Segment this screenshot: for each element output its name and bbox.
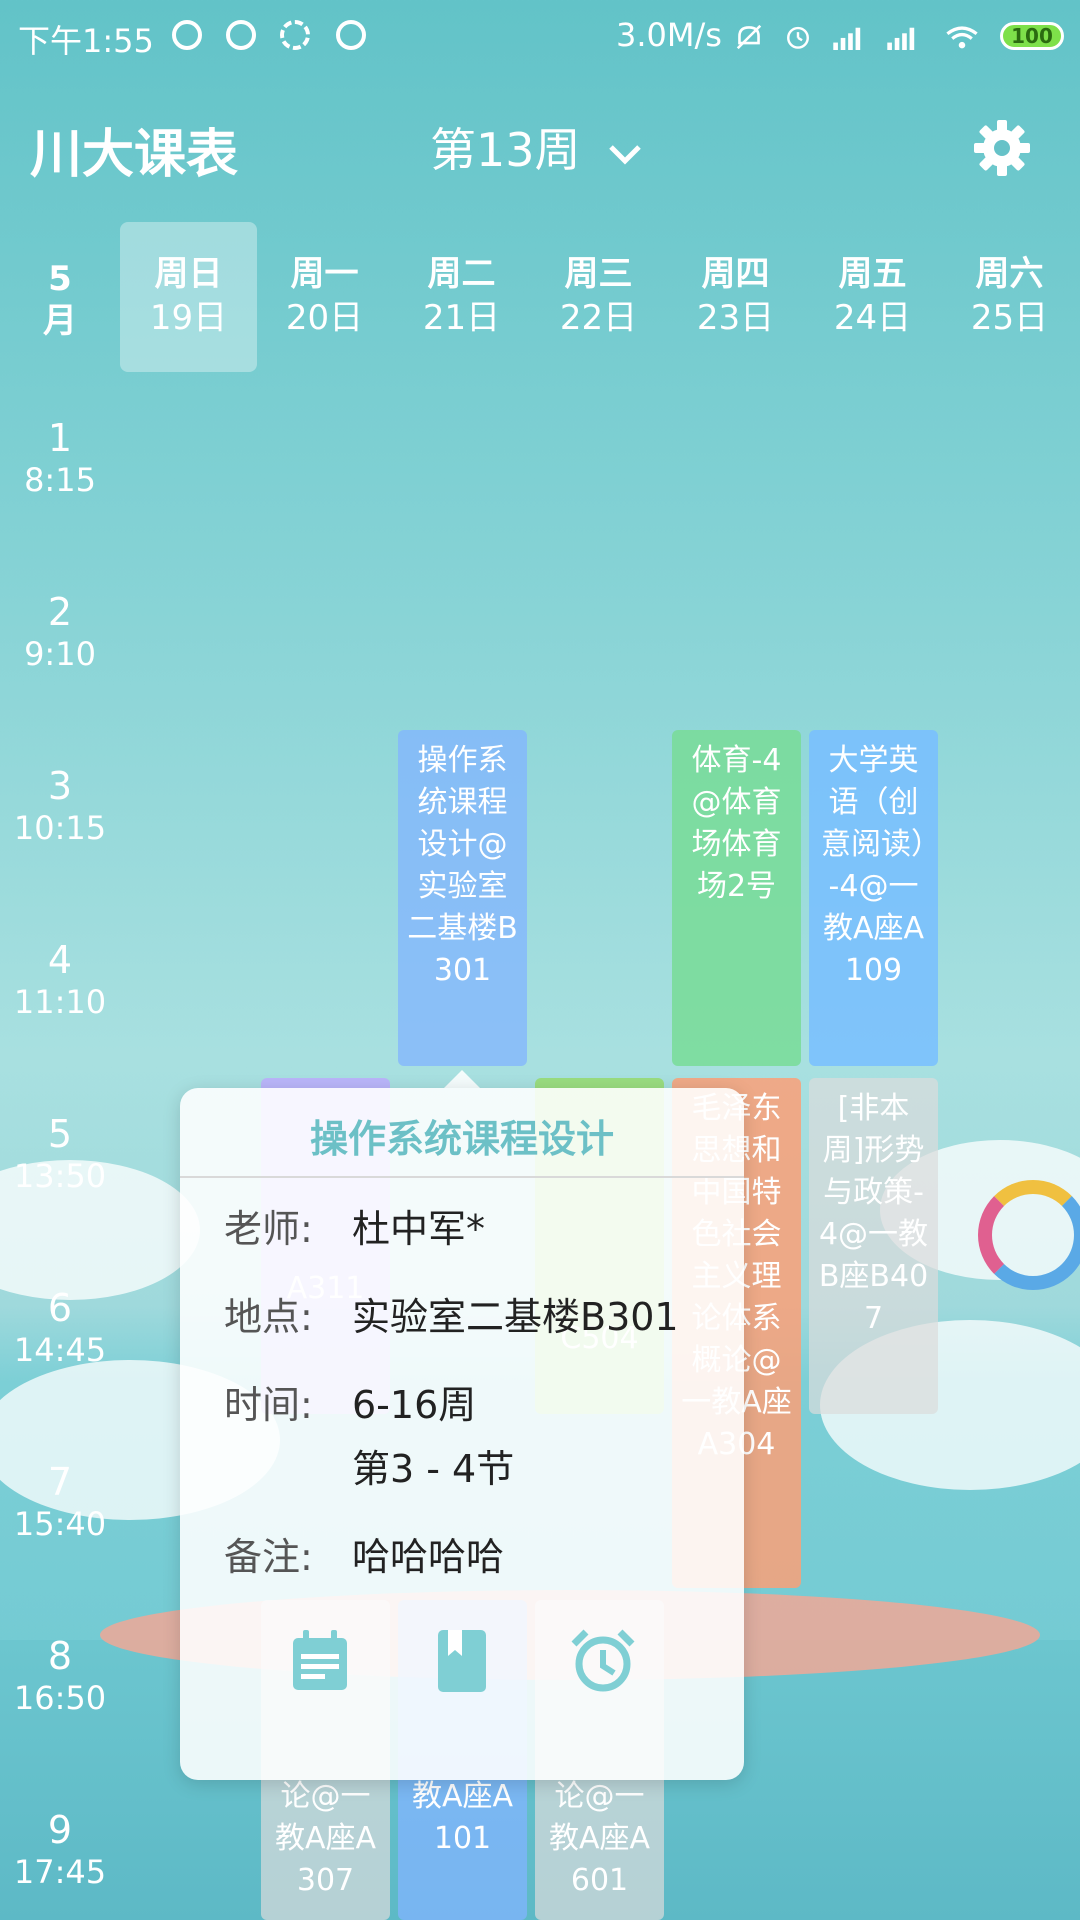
- day-date: 19日: [149, 298, 228, 338]
- period-number: 7: [47, 1460, 73, 1504]
- period-7: 7 15:40: [0, 1460, 120, 1544]
- week-label: 第13周: [430, 123, 581, 177]
- period-1: 1 8:15: [0, 416, 120, 500]
- status-bar: 下午1:55 3.0M/s 100: [0, 0, 1080, 72]
- day-name: 周四: [701, 254, 770, 294]
- period-time: 8:15: [24, 461, 96, 499]
- period-6: 6 14:45: [0, 1286, 120, 1370]
- status-time: 下午1:55: [18, 22, 154, 60]
- period-4: 4 11:10: [0, 938, 120, 1022]
- day-name: 周一: [290, 254, 359, 294]
- period-number: 6: [47, 1286, 73, 1330]
- day-name: 周五: [838, 254, 907, 294]
- notification-icon: [336, 20, 366, 50]
- mute-icon: [736, 24, 762, 50]
- day-name: 周三: [564, 254, 633, 294]
- signal-icon: [833, 27, 861, 50]
- week-selector[interactable]: 第13周: [430, 114, 645, 180]
- teacher-label: 老师:: [224, 1207, 313, 1251]
- time-row: 时间: 6-16周: [224, 1374, 476, 1429]
- network-speed: 3.0M/s: [616, 16, 722, 54]
- period-time: 17:45: [13, 1853, 107, 1891]
- alarm-icon[interactable]: [568, 1626, 638, 1696]
- cloud-decoration: [0, 1160, 200, 1300]
- notification-icon: [172, 20, 202, 50]
- time-periods-row: 第3 - 4节: [352, 1438, 514, 1493]
- day-header-tuesday[interactable]: 周二 21日: [393, 222, 530, 372]
- gear-icon[interactable]: [972, 118, 1032, 178]
- course-card[interactable]: 操作系统课程设计@实验室二基楼B301: [398, 730, 527, 1066]
- day-date: 24日: [833, 298, 912, 338]
- note-label: 备注:: [224, 1535, 313, 1579]
- day-date: 21日: [422, 298, 501, 338]
- day-header-wednesday[interactable]: 周三 22日: [530, 222, 667, 372]
- signal-icon: [887, 27, 915, 50]
- teacher-value: 杜中军*: [352, 1207, 486, 1251]
- period-time: 13:50: [13, 1157, 107, 1195]
- day-header-thursday[interactable]: 周四 23日: [667, 222, 804, 372]
- location-value: 实验室二基楼B301: [352, 1295, 679, 1339]
- period-time: 10:15: [13, 809, 107, 847]
- notification-icon: [226, 20, 256, 50]
- period-3: 3 10:15: [0, 764, 120, 848]
- period-time: 16:50: [13, 1679, 107, 1717]
- day-header-sunday[interactable]: 周日 19日: [120, 222, 257, 372]
- day-header-friday[interactable]: 周五 24日: [804, 222, 941, 372]
- day-header-saturday[interactable]: 周六 25日: [941, 222, 1078, 372]
- course-card[interactable]: 体育-4@体育场体育场2号: [672, 730, 801, 1066]
- location-row: 地点: 实验室二基楼B301: [224, 1286, 679, 1341]
- period-number: 2: [47, 590, 73, 634]
- period-time: 9:10: [24, 635, 96, 673]
- period-9: 9 17:45: [0, 1808, 120, 1892]
- day-date: 22日: [559, 298, 638, 338]
- day-header-monday[interactable]: 周一 20日: [256, 222, 393, 372]
- period-number: 1: [47, 416, 73, 460]
- alarm-status-icon: [787, 26, 809, 49]
- period-time: 14:45: [13, 1331, 107, 1369]
- calendar-icon[interactable]: [285, 1626, 355, 1696]
- color-wheel-button[interactable]: [978, 1180, 1080, 1290]
- note-row: 备注: 哈哈哈哈: [224, 1526, 504, 1581]
- period-number: 8: [47, 1634, 73, 1678]
- book-icon[interactable]: [426, 1626, 496, 1696]
- period-2: 2 9:10: [0, 590, 120, 674]
- location-label: 地点:: [224, 1295, 313, 1339]
- time-weeks: 6-16周: [352, 1383, 477, 1427]
- day-name: 周六: [975, 254, 1044, 294]
- period-time: 15:40: [13, 1505, 107, 1543]
- time-periods: 第3 - 4节: [352, 1447, 515, 1491]
- popup-pointer: [444, 1070, 480, 1088]
- day-name: 周日: [154, 254, 223, 294]
- wifi-icon: [946, 26, 978, 49]
- course-card[interactable]: [非本周]形势与政策-4@一教B座B407: [809, 1078, 938, 1414]
- day-date: 23日: [696, 298, 775, 338]
- day-date: 25日: [970, 298, 1049, 338]
- month-unit: 月: [43, 301, 77, 341]
- note-value: 哈哈哈哈: [352, 1535, 505, 1579]
- teacher-row: 老师: 杜中军*: [224, 1198, 485, 1253]
- period-number: 9: [47, 1808, 73, 1852]
- month-number: 5: [48, 259, 72, 299]
- day-name: 周二: [427, 254, 496, 294]
- period-time: 11:10: [13, 983, 107, 1021]
- chevron-down-icon: [609, 144, 641, 165]
- month-label: 5 月: [20, 258, 100, 342]
- day-date: 20日: [285, 298, 364, 338]
- period-number: 5: [47, 1112, 73, 1156]
- battery-icon: 100: [1000, 22, 1064, 50]
- period-number: 3: [47, 764, 73, 808]
- period-5: 5 13:50: [0, 1112, 120, 1196]
- popup-title: 操作系统课程设计: [309, 1117, 614, 1161]
- popup-divider: [180, 1176, 744, 1178]
- course-card[interactable]: 大学英语（创意阅读）-4@一教A座A109: [809, 730, 938, 1066]
- app-title: 川大课表: [30, 125, 239, 185]
- loading-icon: [280, 20, 310, 50]
- period-8: 8 16:50: [0, 1634, 120, 1718]
- time-label: 时间:: [224, 1383, 313, 1427]
- course-detail-popup: 操作系统课程设计 老师: 杜中军* 地点: 实验室二基楼B301 时间: 6-16周 …: [180, 1088, 744, 1780]
- period-number: 4: [47, 938, 73, 982]
